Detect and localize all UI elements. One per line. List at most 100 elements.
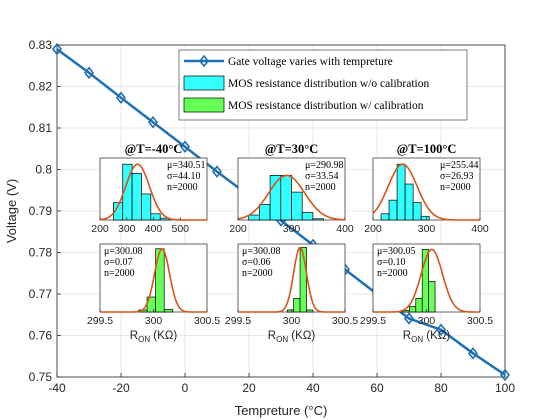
voltage-point-marker (499, 368, 511, 382)
histogram-bar (155, 248, 165, 313)
fit-curve (372, 163, 480, 221)
voltage-point-marker (211, 165, 223, 178)
inset-x-tick-label: 300 (145, 315, 163, 327)
inset-x-tick-label: 200 (229, 223, 247, 235)
inset-x-tick-label: 400 (471, 223, 489, 235)
legend-patch-swatch (183, 75, 225, 91)
histogram-bar (388, 199, 398, 221)
inset-x-tick-label: 300 (283, 223, 301, 235)
legend: Gate voltage varies with tempreture MOS r… (178, 49, 468, 121)
inset-x-label: RON (KΩ) (130, 330, 178, 344)
histogram-inset: 299.5 300 300.5 μ=300.05σ=0.10n=2000 RON (KΩ… (360, 243, 493, 344)
inset-stat: σ=26.93 (440, 171, 474, 182)
histogram-inset: 299.5 300 300.5 μ=300.08σ=0.07n=2000 RON (KΩ… (87, 243, 220, 344)
histogram-bar (312, 218, 324, 221)
inset-x-tick-label: 200 (364, 223, 382, 235)
histogram-bar (299, 247, 307, 313)
histogram-bar (412, 202, 422, 221)
inset-x-tick-label: 500 (171, 223, 189, 235)
inset-x-tick-label: 300 (283, 315, 301, 327)
x-tick-label: 0 (182, 381, 189, 395)
voltage-point-marker (403, 312, 415, 325)
inset-x-tick-label: 299.5 (360, 315, 386, 327)
y-tick-label: 0.75 (29, 370, 53, 384)
legend-box (178, 49, 468, 121)
inset-x-tick-label: 200 (91, 223, 109, 235)
histogram-bar (280, 175, 292, 221)
fit-curve (373, 248, 480, 313)
x-tick-label: 40 (306, 381, 320, 395)
x-tick-label: 100 (495, 381, 515, 395)
inset-stat: μ=255.44 (440, 160, 479, 171)
inset-stat: n=2000 (377, 268, 408, 279)
voltage-point-marker (179, 140, 191, 153)
histogram-bar (163, 308, 174, 313)
x-axis-label: Tempreture (°C) (235, 403, 328, 418)
histogram-bar (428, 281, 436, 313)
histogram-bar (409, 306, 417, 313)
inset-stat: μ=300.05 (377, 246, 416, 257)
voltage-point-marker (51, 42, 63, 56)
y-tick-label: 0.76 (29, 329, 53, 343)
x-tick-label: 20 (242, 381, 256, 395)
inset-title: @T=-40°C (125, 142, 183, 156)
inset-x-tick-label: 300.5 (332, 315, 358, 327)
inset-x-tick-label: 299.5 (225, 315, 251, 327)
y-tick-label: 0.77 (29, 287, 53, 301)
histogram-bar (402, 310, 410, 313)
inset-x-tick-label: 300 (118, 223, 136, 235)
inset-stat: n=2000 (305, 182, 336, 193)
histogram-bar (248, 214, 260, 221)
voltage-point-marker (83, 66, 95, 80)
histogram-bar (259, 204, 271, 221)
inset-stat: μ=340.51 (167, 160, 206, 171)
voltage-series-line (56, 48, 506, 376)
histogram-bar (421, 249, 429, 313)
voltage-point-marker (435, 323, 447, 336)
legend-label: MOS resistance distribution w/o calibrat… (228, 78, 429, 90)
histogram-bar (150, 213, 161, 221)
inset-stat: n=2000 (242, 268, 273, 279)
inset-x-tick-label: 300.5 (194, 315, 220, 327)
histogram-bar (396, 163, 406, 221)
histogram-bar (131, 173, 142, 221)
inset-x-tick-label: 300 (418, 223, 436, 235)
histogram-bar (380, 213, 390, 221)
x-tick-label: 60 (370, 381, 384, 395)
histogram-bar (286, 309, 294, 313)
inset-title: @T=30°C (265, 142, 319, 156)
main-axes: -40 -20 0 20 40 60 80 100 0.75 0.76 0.77 0.78 0.79 0.… (4, 38, 515, 418)
histogram-bar (420, 215, 430, 221)
y-tick-label: 0.78 (29, 246, 53, 260)
histogram-bar (291, 191, 303, 221)
inset-stat: σ=0.10 (377, 257, 406, 268)
inset-title: @T=100°C (397, 142, 457, 156)
fit-curve (99, 163, 207, 221)
inset-stat: σ=33.54 (305, 171, 339, 182)
inset-stat: n=2000 (104, 268, 135, 279)
voltage-point-marker (467, 347, 479, 360)
histogram-inset: 200 300 400 @T=100°C μ=255.44σ=26.93n=2000 (364, 142, 489, 235)
histogram-bar (141, 193, 152, 221)
inset-x-label: RON (KΩ) (268, 330, 316, 344)
inset-x-tick-label: 300.5 (467, 315, 493, 327)
inset-stat: σ=0.06 (242, 257, 271, 268)
voltage-point-marker (147, 115, 159, 129)
legend-diamond-marker (198, 54, 210, 68)
inset-x-label: RON (KΩ) (403, 330, 451, 344)
inset-stat: n=2000 (440, 182, 471, 193)
histogram-bar (293, 298, 301, 313)
y-tick-label: 0.8 (35, 163, 52, 177)
legend-label: Gate voltage varies with tempreture (228, 56, 393, 68)
inset-stat: σ=0.07 (104, 257, 133, 268)
histogram-bar (415, 298, 423, 313)
inset-x-tick-label: 400 (336, 223, 354, 235)
histogram-inset: 200 300 400 @T=30°C μ=290.98σ=33.54n=2000 (229, 142, 354, 235)
inset-stat: n=2000 (167, 182, 198, 193)
legend-patch-swatch (183, 97, 225, 113)
inset-stat: μ=300.08 (104, 246, 143, 257)
inset-stat: σ=44.10 (167, 171, 201, 182)
y-tick-label: 0.81 (29, 121, 53, 135)
inset-frame (237, 243, 346, 313)
fit-curve (237, 174, 346, 221)
